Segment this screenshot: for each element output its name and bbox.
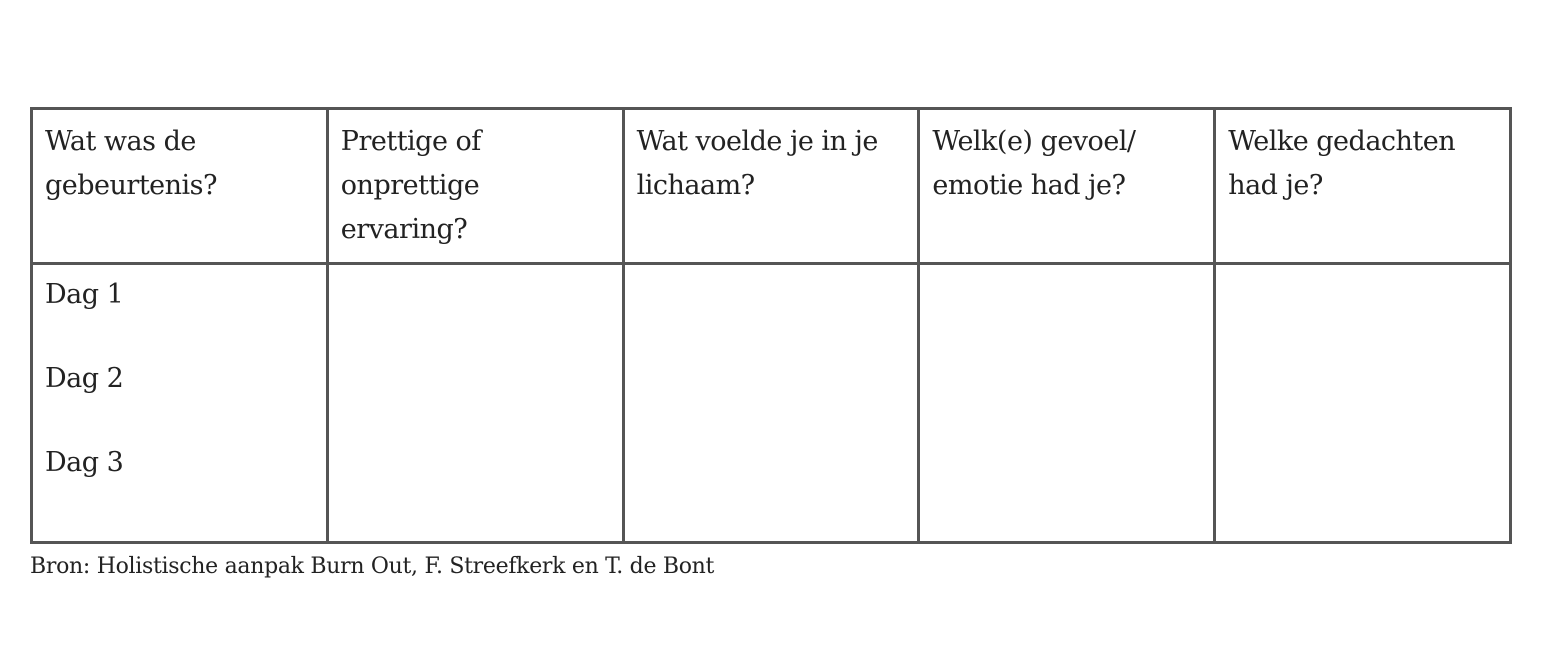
day-label: Dag 3 [45, 447, 124, 478]
empty-cell [917, 262, 1217, 544]
header-cell: Welke gedachten had je? [1213, 107, 1512, 265]
header-cell: Wat voelde je in je lichaam? [621, 107, 921, 265]
days-cell: Dag 1 Dag 2 Dag 3 [30, 262, 329, 544]
source-caption: Bron: Holistische aanpak Burn Out, F. St… [30, 554, 715, 579]
header-cell: Prettige of onprettige ervaring? [325, 107, 625, 265]
day-label: Dag 2 [45, 363, 124, 394]
header-cell: Welk(e) gevoel/ emotie had je? [917, 107, 1217, 265]
empty-cell [325, 262, 625, 544]
table-header-row: Wat was de gebeurtenis? Prettige of onpr… [30, 107, 1512, 265]
header-cell: Wat was de gebeurtenis? [30, 107, 329, 265]
empty-cell [1213, 262, 1512, 544]
empty-cell [621, 262, 921, 544]
reflection-table: Wat was de gebeurtenis? Prettige of onpr… [30, 107, 1512, 544]
day-label: Dag 1 [45, 279, 124, 310]
table-row: Dag 1 Dag 2 Dag 3 [30, 262, 1512, 544]
